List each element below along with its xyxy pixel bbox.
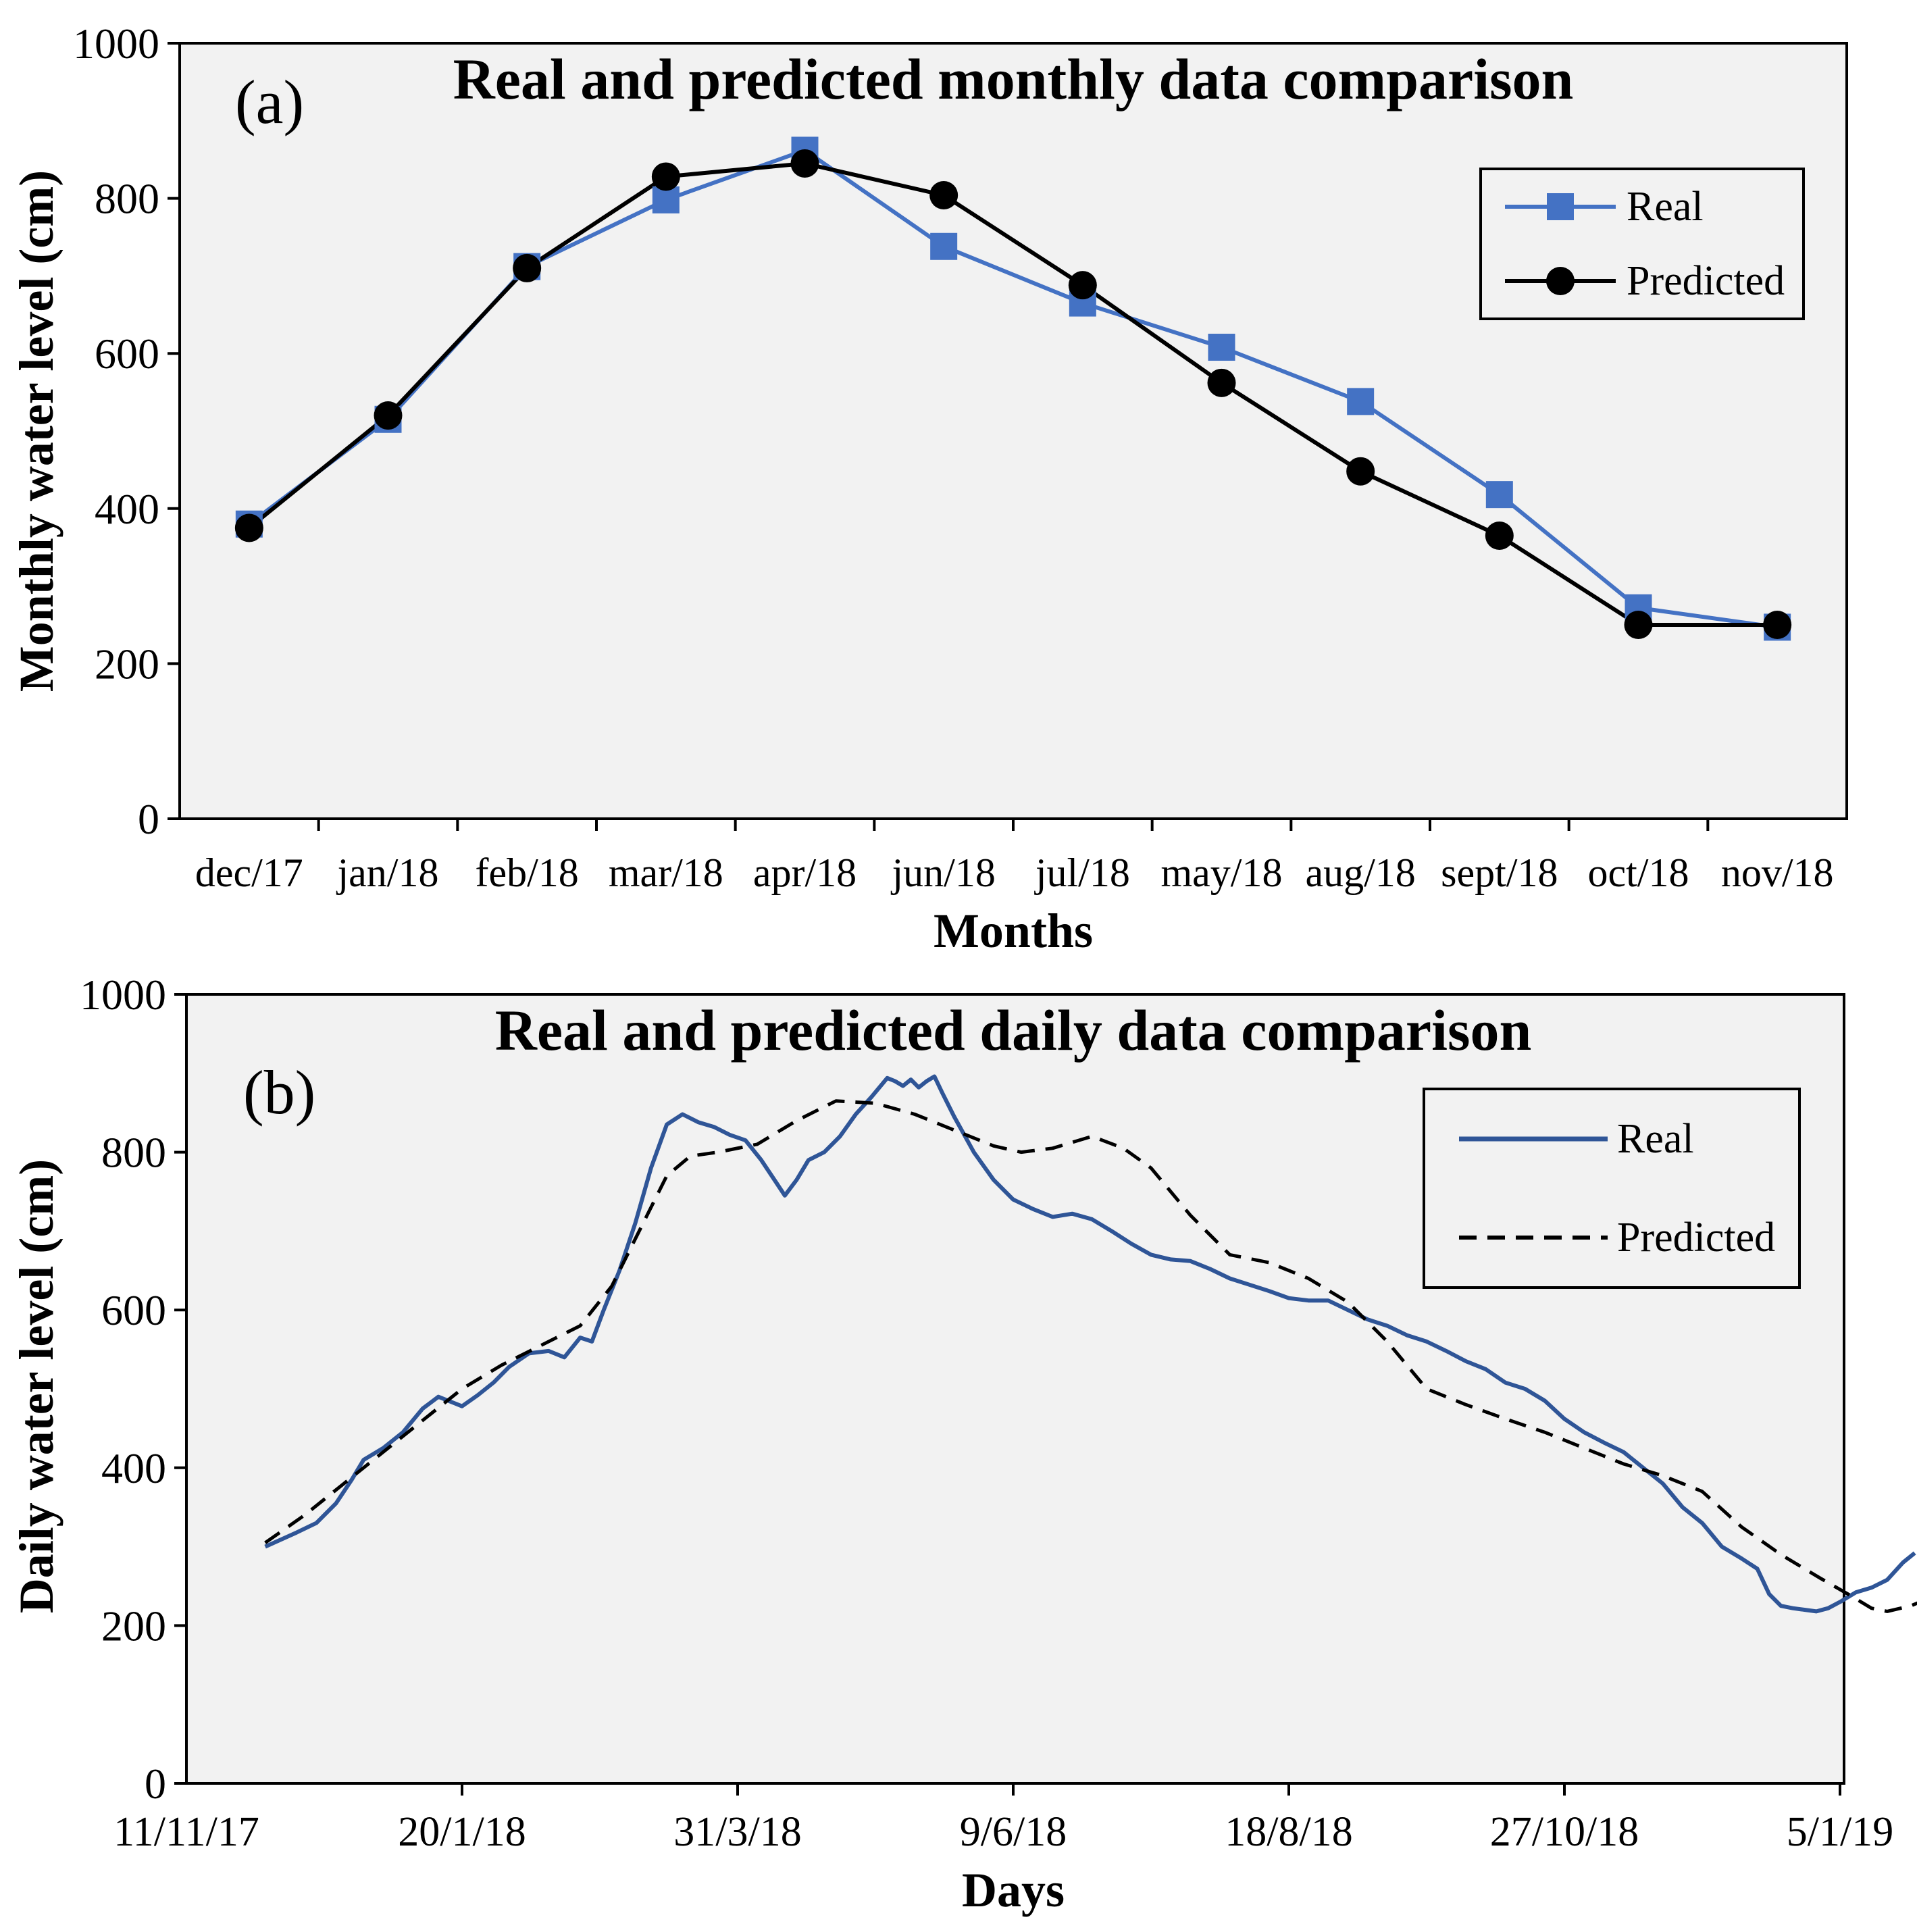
- data-point-a-predicted: [234, 513, 263, 542]
- panel-label-a: (a): [235, 68, 304, 136]
- legend-b-predicted-label: Predicted: [1617, 1215, 1775, 1261]
- chart-title-b: Real and predicted daily data comparison: [495, 998, 1532, 1063]
- data-point-a-real: [1485, 481, 1513, 509]
- chart-panel-a: (a) Real and predicted monthly data comp…: [9, 20, 1848, 958]
- y-tick-label-a: 200: [95, 640, 159, 688]
- x-tick-label-a: jul/18: [1034, 850, 1130, 895]
- x-tick-label-a: jan/18: [336, 850, 439, 895]
- y-tick-label-a: 0: [138, 795, 159, 843]
- legend-b: Real Predicted: [1423, 1088, 1801, 1289]
- legend-a-box: [1479, 168, 1805, 320]
- data-point-a-predicted: [790, 149, 819, 178]
- x-tick-label-b: 5/1/19: [1787, 1809, 1893, 1855]
- x-tick-label-a: apr/18: [753, 850, 857, 895]
- legend-a: Real Predicted: [1479, 168, 1805, 320]
- chart-panel-b: (b) Real and predicted daily data compar…: [9, 971, 1917, 1917]
- data-point-a-predicted: [1068, 271, 1097, 300]
- x-tick-label-b: 11/11/17: [113, 1809, 259, 1855]
- plot-area-a: [178, 42, 1848, 820]
- y-tick-label-a: 400: [95, 485, 159, 533]
- y-tick-label-a: 600: [95, 330, 159, 378]
- x-tick-label-a: sept/18: [1441, 850, 1558, 895]
- chart-title-a: Real and predicted monthly data comparis…: [453, 47, 1574, 111]
- data-point-a-predicted: [1485, 521, 1514, 550]
- x-tick-label-a: dec/17: [195, 850, 303, 895]
- x-tick-label-a: aug/18: [1306, 850, 1416, 895]
- data-point-a-predicted: [1624, 611, 1653, 639]
- y-tick-label-b: 400: [101, 1444, 166, 1492]
- data-point-a-predicted: [651, 162, 680, 191]
- y-tick-label-b: 1000: [80, 971, 166, 1019]
- x-axis-label-b: Days: [962, 1863, 1065, 1917]
- x-tick-label-a: oct/18: [1588, 850, 1689, 895]
- x-tick-label-a: may/18: [1161, 850, 1283, 895]
- legend-a-predicted-marker: [1546, 267, 1575, 295]
- legend-a-predicted-label: Predicted: [1627, 258, 1785, 304]
- legend-b-box: [1423, 1088, 1801, 1289]
- data-point-a-real: [1347, 388, 1375, 415]
- data-point-a-predicted: [374, 401, 403, 430]
- data-point-a-real: [930, 232, 958, 260]
- legend-a-real-marker: [1547, 193, 1574, 220]
- series-line-a-predicted: [247, 161, 1778, 627]
- x-tick-label-b: 20/1/18: [398, 1809, 526, 1855]
- x-axis-label-a: Months: [934, 904, 1093, 958]
- data-point-a-predicted: [1346, 457, 1375, 486]
- y-axis-label-a: Monthly water level (cm): [9, 170, 63, 692]
- y-tick-label-a: 1000: [73, 20, 159, 68]
- x-tick-label-b: 9/6/18: [960, 1809, 1067, 1855]
- series-line-b-real: [264, 1074, 1916, 1614]
- data-point-a-real: [652, 186, 680, 213]
- y-tick-label-b: 0: [145, 1760, 166, 1808]
- data-point-a-predicted: [929, 181, 958, 210]
- x-tick-label-a: mar/18: [609, 850, 723, 895]
- x-tick-label-a: nov/18: [1721, 850, 1834, 895]
- y-tick-label-a: 800: [95, 175, 159, 223]
- x-tick-label-a: feb/18: [476, 850, 579, 895]
- x-tick-label-b: 27/10/18: [1490, 1809, 1639, 1855]
- x-tick-label-a: jun/18: [890, 850, 995, 895]
- series-line-b-predicted: [264, 1099, 1917, 1613]
- data-point-a-predicted: [513, 253, 542, 282]
- panel-label-b: (b): [243, 1058, 315, 1127]
- x-tick-label-b: 31/3/18: [673, 1809, 801, 1855]
- y-tick-label-b: 200: [101, 1602, 166, 1650]
- data-point-a-predicted: [1763, 611, 1792, 639]
- x-tick-label-b: 18/8/18: [1225, 1809, 1352, 1855]
- data-point-a-real: [1208, 334, 1235, 361]
- y-tick-label-b: 600: [101, 1286, 166, 1334]
- legend-b-real-label: Real: [1617, 1116, 1694, 1162]
- legend-a-real-label: Real: [1627, 184, 1704, 230]
- y-axis-label-b: Daily water level (cm): [9, 1159, 63, 1613]
- data-point-a-predicted: [1207, 368, 1236, 397]
- y-tick-label-b: 800: [101, 1129, 166, 1177]
